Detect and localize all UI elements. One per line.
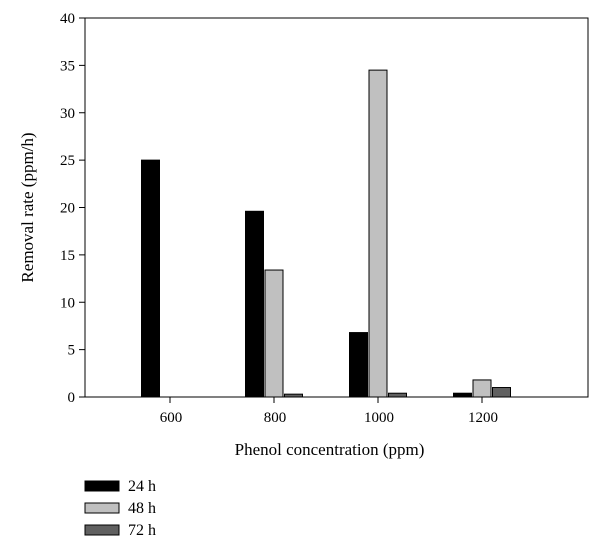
bar-24h-600 — [141, 159, 160, 398]
bars — [141, 69, 511, 398]
y-tick-label: 40 — [60, 11, 75, 27]
bar-48h-800 — [264, 269, 284, 398]
y-tick-label: 35 — [60, 58, 75, 74]
legend-label: 48 h — [128, 500, 156, 517]
legend-swatch — [84, 524, 120, 536]
y-axis-ticks: 0 5 10 15 20 25 30 35 40 — [60, 11, 85, 406]
bar-72h-1200 — [492, 387, 511, 398]
y-axis-title: Removal rate (ppm/h) — [18, 132, 37, 282]
y-tick-label: 10 — [60, 295, 75, 311]
legend-label: 24 h — [128, 478, 156, 495]
y-tick-label: 30 — [60, 106, 75, 122]
x-tick-label: 800 — [264, 410, 287, 426]
legend-swatch — [84, 502, 120, 514]
y-tick-label: 15 — [60, 248, 75, 264]
bar-24h-1000 — [349, 332, 368, 398]
bar-72h-1000 — [388, 392, 407, 398]
plot-area-frame — [84, 17, 589, 398]
legend: 24 h 48 h 72 h — [84, 478, 156, 539]
x-axis-title: Phenol concentration (ppm) — [235, 440, 425, 459]
legend-swatch — [84, 480, 120, 492]
y-tick-label: 5 — [68, 343, 76, 359]
x-axis-ticks: 600 800 1000 1200 — [160, 397, 498, 426]
y-tick-label: 0 — [68, 390, 76, 406]
x-tick-label: 600 — [160, 410, 183, 426]
bar-24h-1200 — [453, 392, 472, 398]
bar-48h-1200 — [472, 379, 492, 398]
bar-48h-1000 — [368, 69, 388, 398]
legend-label: 72 h — [128, 522, 156, 539]
y-tick-label: 25 — [60, 153, 75, 169]
bar-24h-800 — [245, 210, 264, 398]
y-tick-label: 20 — [60, 201, 75, 217]
x-tick-label: 1000 — [364, 410, 394, 426]
x-tick-label: 1200 — [468, 410, 498, 426]
